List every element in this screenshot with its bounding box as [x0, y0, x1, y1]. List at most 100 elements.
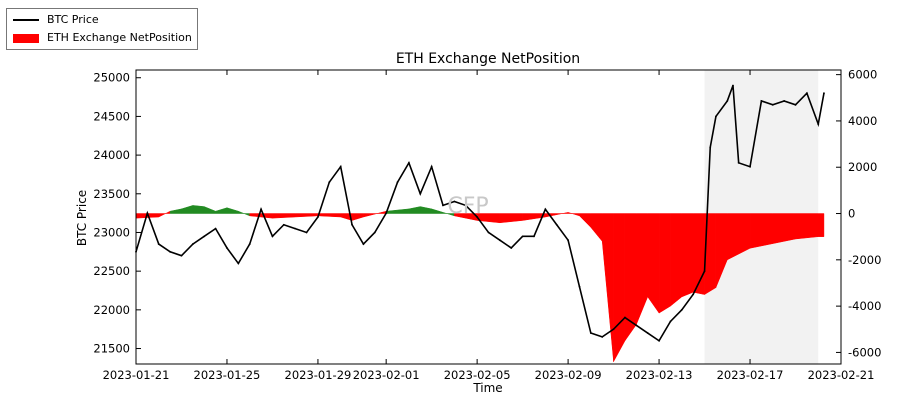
legend-label-eth-netposition: ETH Exchange NetPosition: [47, 31, 192, 44]
btc-price-point: [612, 328, 615, 331]
btc-price-point: [396, 181, 399, 184]
netposition-area-segment: [601, 213, 614, 362]
legend: BTC Price ETH Exchange NetPosition: [6, 8, 198, 50]
btc-price-point: [487, 231, 490, 234]
btc-price-point: [226, 247, 228, 249]
y-tick-label-left: 24500: [93, 109, 130, 123]
btc-price-point: [624, 316, 626, 319]
netposition-area-segment: [670, 213, 683, 307]
btc-price-point: [703, 270, 706, 273]
btc-price-point: [737, 161, 740, 164]
netposition-area-segment: [351, 213, 364, 221]
btc-price-point: [373, 231, 376, 234]
btc-price-point: [146, 212, 149, 215]
y-tick-label-left: 21500: [93, 342, 130, 356]
y-tick-label-left: 25000: [93, 71, 130, 85]
netposition-area-segment: [272, 213, 296, 219]
btc-price-point: [214, 227, 217, 230]
btc-price-point: [783, 100, 786, 102]
legend-item-btc-price: BTC Price: [13, 12, 99, 28]
axes-layer: 2023-01-21 2023-01-25 2023-01-29 2023-02-01…: [93, 68, 881, 382]
y-tick-label-left: 24000: [93, 148, 130, 162]
btc-price-point: [476, 216, 479, 218]
btc-price-point: [805, 92, 808, 95]
btc-price-point: [589, 332, 592, 334]
btc-price-point: [498, 239, 501, 242]
x-tick-label: 2023-02-17: [717, 368, 784, 382]
btc-price-point: [203, 235, 206, 238]
btc-price-point: [169, 250, 172, 253]
btc-price-point: [157, 243, 160, 245]
netposition-area-segment: [420, 206, 432, 214]
x-axis-label: Time: [472, 381, 502, 395]
btc-price-point: [521, 235, 524, 238]
netposition-area-segment: [499, 213, 523, 224]
netposition-area-segment: [238, 210, 250, 217]
btc-price-point: [419, 192, 422, 195]
netposition-area-segment: [226, 207, 239, 214]
y-tick-label-right: -2000: [848, 253, 881, 267]
x-tick-label: 2023-02-05: [444, 368, 511, 382]
btc-price-point: [180, 254, 183, 257]
btc-price-point: [453, 200, 456, 203]
btc-price-point: [464, 204, 467, 207]
netposition-area-segment: [658, 213, 671, 314]
btc-price-point: [749, 165, 751, 168]
netposition-area-segment: [567, 212, 580, 217]
btc-price-point: [260, 208, 262, 211]
netposition-area-segment: [795, 213, 819, 240]
btc-price-point: [271, 235, 274, 238]
y-axis-label: BTC Price: [75, 190, 89, 246]
btc-price-point: [823, 92, 825, 95]
y-tick-label-right: 4000: [848, 114, 877, 128]
netposition-area-segment: [192, 205, 205, 214]
legend-swatch-eth-netposition: [13, 33, 39, 43]
x-tick-label: 2023-01-29: [285, 368, 352, 382]
btc-price-point: [680, 308, 683, 311]
netposition-area-segment: [636, 213, 648, 325]
btc-price-point: [430, 165, 433, 168]
netposition-area-segment: [590, 213, 603, 243]
x-tick-label: 2023-02-09: [535, 368, 602, 382]
netposition-area-segment: [647, 213, 660, 314]
x-tick-label: 2023-01-21: [103, 368, 170, 382]
btc-price-point: [282, 223, 285, 226]
btc-price-point: [726, 100, 729, 102]
btc-price-point: [578, 285, 581, 288]
netposition-area-segment: [215, 207, 228, 214]
btc-price-point: [362, 243, 365, 245]
btc-price-point: [771, 103, 774, 106]
chart-title: ETH Exchange NetPosition: [396, 51, 580, 67]
netposition-area-segment: [681, 213, 694, 298]
plot-frame: [135, 69, 842, 365]
btc-price-point: [305, 231, 308, 234]
btc-price-line-layer: [135, 84, 825, 342]
btc-price-point: [442, 204, 444, 207]
netposition-area-segment: [294, 213, 319, 218]
netposition-area-segment: [772, 213, 796, 244]
btc-price-point: [732, 84, 734, 87]
y-tick-label-right: -6000: [848, 345, 881, 359]
btc-price-point: [408, 161, 410, 164]
netposition-area-segment: [408, 206, 421, 214]
btc-price-line: [135, 85, 825, 342]
btc-price-point: [658, 339, 660, 342]
btc-price-point: [601, 336, 604, 338]
x-tick-label: 2023-02-01: [353, 368, 420, 382]
btc-price-point: [248, 243, 251, 245]
legend-swatch-btc-price: [13, 19, 39, 21]
btc-price-point: [635, 324, 638, 327]
btc-price-point: [339, 165, 342, 168]
btc-price-point: [692, 293, 695, 296]
btc-price-point: [237, 262, 240, 265]
netposition-area-segment: [613, 213, 626, 362]
btc-price-point: [533, 235, 535, 238]
legend-label-btc-price: BTC Price: [47, 13, 99, 26]
netposition-area-segment: [317, 213, 341, 218]
btc-price-point: [510, 247, 513, 249]
netposition-area-segment: [158, 210, 171, 218]
netposition-area-segment: [203, 206, 216, 214]
btc-price-point: [794, 103, 797, 106]
btc-price-point: [715, 115, 717, 118]
netposition-area-segment: [181, 205, 194, 214]
